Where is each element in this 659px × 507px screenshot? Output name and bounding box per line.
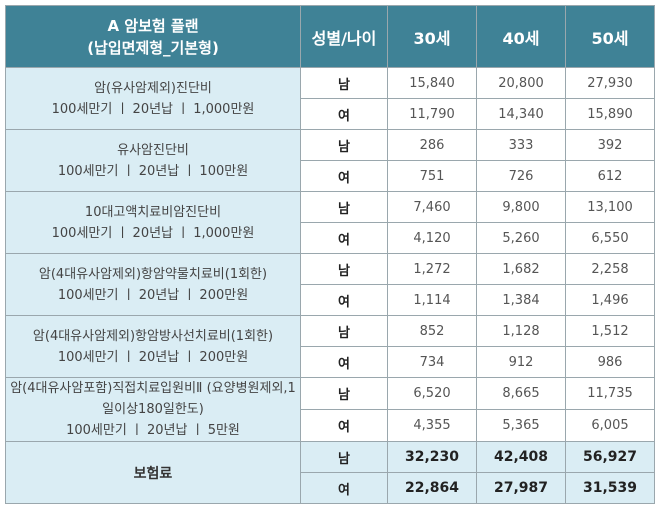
table-row: 여 4,355 5,365 6,005 (6, 409, 655, 442)
total-row: 보험료 남 32,230 42,408 56,927 (5, 441, 655, 504)
premium-value: 392 (565, 129, 655, 161)
sex-male: 남 (300, 253, 388, 285)
premium-value: 734 (387, 346, 477, 378)
coverage-item: 암(4대유사암제외)항암약물치료비(1회한) 100세만기 ㅣ 20년납 ㅣ 2… (5, 253, 301, 316)
table-row: 암(4대유사암제외)항암방사선치료비(1회한) 100세만기 ㅣ 20년납 ㅣ … (5, 315, 655, 378)
premium-value: 20,800 (476, 67, 566, 99)
coverage-item: 10대고액치료비암진단비 100세만기 ㅣ 20년납 ㅣ 1,000만원 (5, 191, 301, 254)
table-row: 10대고액치료비암진단비 100세만기 ㅣ 20년납 ㅣ 1,000만원 남 7… (5, 191, 655, 254)
age-40-header: 40세 (476, 5, 566, 68)
coverage-name: 암(4대유사암제외)항암약물치료비(1회한) (38, 266, 268, 282)
sex-male: 남 (300, 129, 388, 161)
table-row: 여 4,120 5,260 6,550 (6, 222, 655, 254)
premium-table: A 암보험 플랜 (납입면제형_기본형) 성별/나이 30세 40세 50세 암… (5, 5, 655, 504)
premium-value: 15,840 (387, 67, 477, 99)
coverage-item: 암(유사암제외)진단비 100세만기 ㅣ 20년납 ㅣ 1,000만원 (5, 67, 301, 130)
premium-value: 1,272 (387, 253, 477, 285)
premium-value: 751 (387, 160, 477, 192)
premium-value: 1,512 (565, 315, 655, 347)
premium-value: 1,114 (387, 284, 477, 316)
sex-age-header: 성별/나이 (300, 5, 388, 68)
coverage-name: 유사암진단비 (117, 142, 189, 158)
table-row: 여 734 912 986 (6, 346, 655, 378)
coverage-name: 암(4대유사암포함)직접치료입원비Ⅱ (요양병원제외,1일이상180일한도) (10, 381, 296, 417)
plan-title: A 암보험 플랜 (납입면제형_기본형) (5, 5, 301, 68)
table-row: 유사암진단비 100세만기 ㅣ 20년납 ㅣ 100만원 남 286 333 3… (5, 129, 655, 192)
table-row: 여 11,790 14,340 15,890 (6, 98, 655, 130)
premium-value: 2,258 (565, 253, 655, 285)
coverage-terms: 100세만기 ㅣ 20년납 ㅣ 200만원 (57, 349, 249, 365)
coverage-name: 10대고액치료비암진단비 (84, 204, 222, 220)
premium-value: 612 (565, 160, 655, 192)
premium-value: 6,005 (565, 409, 655, 442)
total-row: 여 22,864 27,987 31,539 (6, 472, 655, 504)
coverage-item: 암(4대유사암포함)직접치료입원비Ⅱ (요양병원제외,1일이상180일한도) 1… (5, 377, 301, 442)
sex-female: 여 (300, 222, 388, 254)
premium-value: 286 (387, 129, 477, 161)
premium-value: 11,790 (387, 98, 477, 130)
coverage-item: 암(4대유사암제외)항암방사선치료비(1회한) 100세만기 ㅣ 20년납 ㅣ … (5, 315, 301, 378)
table-row: 여 751 726 612 (6, 160, 655, 192)
premium-value: 9,800 (476, 191, 566, 223)
total-value: 31,539 (565, 472, 655, 504)
sex-female: 여 (300, 472, 388, 504)
coverage-terms: 100세만기 ㅣ 20년납 ㅣ 200만원 (57, 287, 249, 303)
sex-female: 여 (300, 284, 388, 316)
premium-value: 1,384 (476, 284, 566, 316)
coverage-name: 암(4대유사암제외)항암방사선치료비(1회한) (32, 328, 274, 344)
total-value: 56,927 (565, 441, 655, 473)
sex-male: 남 (300, 315, 388, 347)
premium-value: 11,735 (565, 377, 655, 410)
premium-value: 5,365 (476, 409, 566, 442)
table-row: 암(4대유사암제외)항암약물치료비(1회한) 100세만기 ㅣ 20년납 ㅣ 2… (5, 253, 655, 316)
sex-male: 남 (300, 377, 388, 410)
header-row: A 암보험 플랜 (납입면제형_기본형) 성별/나이 30세 40세 50세 (5, 5, 655, 68)
premium-value: 15,890 (565, 98, 655, 130)
total-value: 27,987 (476, 472, 566, 504)
coverage-terms: 100세만기 ㅣ 20년납 ㅣ 5만원 (66, 423, 240, 438)
sex-female: 여 (300, 409, 388, 442)
premium-value: 852 (387, 315, 477, 347)
premium-value: 7,460 (387, 191, 477, 223)
premium-value: 333 (476, 129, 566, 161)
coverage-name: 암(유사암제외)진단비 (94, 80, 212, 96)
premium-value: 6,550 (565, 222, 655, 254)
coverage-item: 유사암진단비 100세만기 ㅣ 20년납 ㅣ 100만원 (5, 129, 301, 192)
total-value: 32,230 (387, 441, 477, 473)
sex-male: 남 (300, 67, 388, 99)
premium-value: 6,520 (387, 377, 477, 410)
premium-value: 912 (476, 346, 566, 378)
coverage-terms: 100세만기 ㅣ 20년납 ㅣ 1,000만원 (51, 101, 255, 117)
plan-title-line1: A 암보험 플랜 (107, 16, 199, 35)
total-value: 42,408 (476, 441, 566, 473)
premium-value: 27,930 (565, 67, 655, 99)
premium-value: 4,355 (387, 409, 477, 442)
sex-female: 여 (300, 346, 388, 378)
premium-value: 986 (565, 346, 655, 378)
total-label: 보험료 (5, 441, 301, 504)
premium-value: 726 (476, 160, 566, 192)
premium-value: 1,496 (565, 284, 655, 316)
premium-value: 1,128 (476, 315, 566, 347)
premium-value: 1,682 (476, 253, 566, 285)
age-50-header: 50세 (565, 5, 655, 68)
table-row: 여 1,114 1,384 1,496 (6, 284, 655, 316)
sex-male: 남 (300, 441, 388, 473)
sex-female: 여 (300, 98, 388, 130)
coverage-terms: 100세만기 ㅣ 20년납 ㅣ 1,000만원 (51, 225, 255, 241)
premium-value: 4,120 (387, 222, 477, 254)
sex-female: 여 (300, 160, 388, 192)
premium-value: 5,260 (476, 222, 566, 254)
premium-value: 14,340 (476, 98, 566, 130)
total-value: 22,864 (387, 472, 477, 504)
coverage-terms: 100세만기 ㅣ 20년납 ㅣ 100만원 (57, 163, 249, 179)
age-30-header: 30세 (387, 5, 477, 68)
table-row: 암(4대유사암포함)직접치료입원비Ⅱ (요양병원제외,1일이상180일한도) 1… (5, 377, 655, 442)
plan-title-line2: (납입면제형_기본형) (87, 38, 219, 57)
premium-value: 13,100 (565, 191, 655, 223)
sex-male: 남 (300, 191, 388, 223)
table-row: 암(유사암제외)진단비 100세만기 ㅣ 20년납 ㅣ 1,000만원 남 15… (5, 67, 655, 130)
premium-value: 8,665 (476, 377, 566, 410)
